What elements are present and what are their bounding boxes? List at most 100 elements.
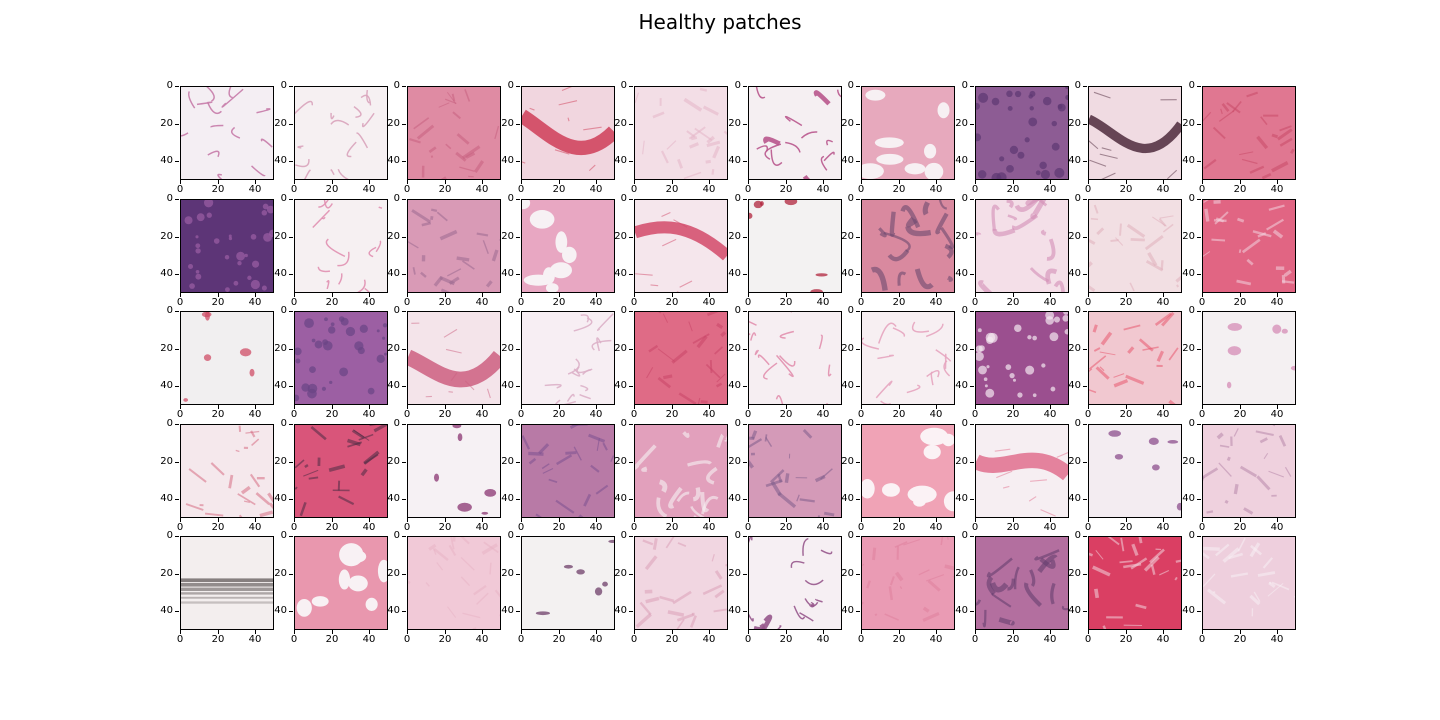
x-tick-label: 40 xyxy=(924,293,948,308)
y-tick-label: 0 xyxy=(1057,306,1087,316)
x-tick-label: 20 xyxy=(433,180,457,195)
tissue-patch-image xyxy=(180,311,274,405)
patch-panel xyxy=(748,86,842,180)
x-tick-label: 40 xyxy=(584,630,608,645)
tissue-patch-image xyxy=(407,536,501,630)
tissue-patch-graphic xyxy=(976,87,1068,179)
x-tick-label: 20 xyxy=(320,180,344,195)
patch-panel xyxy=(861,311,955,405)
x-tick-label: 20 xyxy=(547,518,571,533)
y-tick-label: 40 xyxy=(149,269,179,279)
x-tick-label: 40 xyxy=(243,293,267,308)
tissue-patch-image xyxy=(975,536,1069,630)
patch-panel xyxy=(748,311,842,405)
y-tick-label: 20 xyxy=(717,119,747,129)
y-tick-label: 0 xyxy=(603,531,633,541)
tissue-patch-graphic xyxy=(635,537,727,629)
x-tick-label: 0 xyxy=(168,293,192,308)
x-tick-label: 0 xyxy=(736,405,760,420)
x-tick-label: 20 xyxy=(1114,293,1138,308)
y-tick-label: 40 xyxy=(263,269,293,279)
x-tick-label: 20 xyxy=(660,180,684,195)
tissue-patch-graphic xyxy=(181,87,273,179)
x-tick-label: 0 xyxy=(849,630,873,645)
tissue-patch-image xyxy=(634,424,728,518)
y-tick-label: 20 xyxy=(603,569,633,579)
tissue-patch-image xyxy=(180,536,274,630)
y-tick-label: 20 xyxy=(944,119,974,129)
x-tick-label: 40 xyxy=(811,518,835,533)
patch-panel xyxy=(1202,536,1296,630)
patch-panel xyxy=(407,311,501,405)
x-tick-label: 0 xyxy=(622,293,646,308)
y-tick-label: 0 xyxy=(830,531,860,541)
y-tick-label: 20 xyxy=(149,344,179,354)
tissue-patch-graphic xyxy=(522,312,614,404)
x-tick-label: 20 xyxy=(1001,518,1025,533)
x-tick-label: 0 xyxy=(509,293,533,308)
patch-panel xyxy=(861,536,955,630)
tissue-patch-image xyxy=(521,86,615,180)
patch-panel xyxy=(180,536,274,630)
y-tick-label: 20 xyxy=(830,232,860,242)
y-tick-label: 20 xyxy=(603,119,633,129)
x-tick-label: 20 xyxy=(206,518,230,533)
y-tick-label: 20 xyxy=(603,344,633,354)
patch-panel xyxy=(634,199,728,293)
patch-panel xyxy=(1202,86,1296,180)
patch-panel xyxy=(1088,311,1182,405)
patch-panel xyxy=(861,199,955,293)
x-tick-label: 0 xyxy=(849,293,873,308)
y-tick-label: 0 xyxy=(830,419,860,429)
x-tick-label: 0 xyxy=(1076,518,1100,533)
patch-panel xyxy=(1202,424,1296,518)
y-tick-label: 40 xyxy=(603,156,633,166)
tissue-patch-graphic xyxy=(976,312,1068,404)
tissue-patch-image xyxy=(634,311,728,405)
x-tick-label: 40 xyxy=(1038,518,1062,533)
x-tick-label: 40 xyxy=(1151,518,1175,533)
x-tick-label: 0 xyxy=(1190,293,1214,308)
patch-panel xyxy=(1088,424,1182,518)
x-tick-label: 20 xyxy=(774,518,798,533)
y-tick-label: 40 xyxy=(717,494,747,504)
y-tick-label: 40 xyxy=(830,269,860,279)
x-tick-label: 20 xyxy=(1228,293,1252,308)
x-tick-label: 20 xyxy=(1228,518,1252,533)
x-tick-label: 40 xyxy=(697,293,721,308)
tissue-patch-image xyxy=(634,86,728,180)
patch-panel xyxy=(748,199,842,293)
patch-panel xyxy=(180,86,274,180)
x-tick-label: 20 xyxy=(1001,293,1025,308)
x-tick-label: 0 xyxy=(168,630,192,645)
tissue-patch-graphic xyxy=(1203,425,1295,517)
tissue-patch-graphic xyxy=(862,425,954,517)
y-tick-label: 40 xyxy=(603,381,633,391)
tissue-patch-image xyxy=(748,536,842,630)
tissue-patch-graphic xyxy=(635,425,727,517)
patch-panel xyxy=(861,86,955,180)
tissue-patch-image xyxy=(180,424,274,518)
y-tick-label: 20 xyxy=(830,569,860,579)
x-tick-label: 0 xyxy=(1076,630,1100,645)
x-tick-label: 40 xyxy=(470,180,494,195)
y-tick-label: 20 xyxy=(944,457,974,467)
tissue-patch-graphic xyxy=(1089,312,1181,404)
tissue-patch-image xyxy=(975,199,1069,293)
tissue-patch-image xyxy=(407,199,501,293)
x-tick-label: 40 xyxy=(1151,405,1175,420)
y-tick-label: 40 xyxy=(603,606,633,616)
y-tick-label: 40 xyxy=(490,156,520,166)
x-tick-label: 40 xyxy=(924,630,948,645)
x-tick-label: 20 xyxy=(433,518,457,533)
x-tick-label: 0 xyxy=(509,180,533,195)
tissue-patch-graphic xyxy=(1089,200,1181,292)
x-tick-label: 40 xyxy=(470,630,494,645)
tissue-patch-graphic xyxy=(749,312,841,404)
y-tick-label: 0 xyxy=(376,531,406,541)
patch-panel xyxy=(1088,199,1182,293)
y-tick-label: 20 xyxy=(376,119,406,129)
x-tick-label: 20 xyxy=(320,293,344,308)
y-tick-label: 20 xyxy=(1171,232,1201,242)
x-tick-label: 0 xyxy=(622,405,646,420)
